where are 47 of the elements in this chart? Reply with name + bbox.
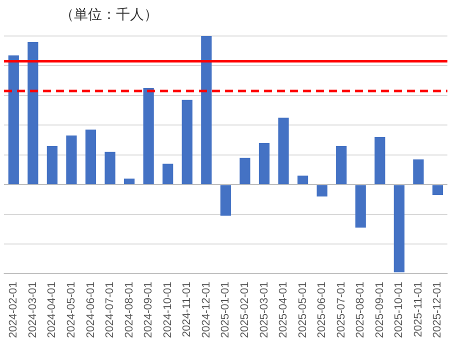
x-tick-label: 2024-04-01 <box>46 282 58 338</box>
x-tick-label: 2025-05-01 <box>296 282 309 338</box>
x-tick-label: 2024-12-01 <box>200 282 212 338</box>
x-tick-label: 2025-02-01 <box>238 282 251 338</box>
x-tick-label: 2025-07-01 <box>335 282 348 338</box>
bar <box>182 100 192 184</box>
x-tick-label: 2024-07-01 <box>104 282 116 338</box>
bar <box>162 164 174 184</box>
bar <box>85 130 96 184</box>
bar <box>143 88 154 184</box>
bar <box>201 36 212 184</box>
x-tick-label: 2025-06-01 <box>316 282 328 338</box>
bar <box>432 185 444 195</box>
bar <box>278 118 289 184</box>
x-tick-label: 2025-03-01 <box>258 282 270 338</box>
bar <box>28 42 38 184</box>
x-tick-label: 2024-02-01 <box>8 282 20 338</box>
bar <box>297 176 308 184</box>
x-tick-label: 2025-11-01 <box>412 282 424 338</box>
bar <box>240 158 250 184</box>
x-tick-label: 2024-10-01 <box>162 282 174 338</box>
x-tick-label: 2025-08-01 <box>354 282 367 338</box>
x-tick-label: 2024-08-01 <box>123 282 136 338</box>
bar <box>46 146 58 184</box>
x-tick-label: 2025-12-01 <box>432 282 444 338</box>
bar <box>336 146 347 184</box>
bar <box>66 136 77 184</box>
bar <box>220 185 231 216</box>
x-tick-label: 2024-05-01 <box>66 282 78 338</box>
x-tick-label: 2024-06-01 <box>84 282 97 338</box>
bar <box>355 185 366 228</box>
bar <box>374 137 386 184</box>
bar <box>258 142 270 184</box>
x-tick-label: 2024-03-01 <box>26 282 39 338</box>
chart-subtitle: （単位：千人） <box>60 6 158 24</box>
x-tick-label: 2024-11-01 <box>181 282 194 338</box>
bar <box>394 185 404 272</box>
x-tick-label: 2025-01-01 <box>220 282 232 338</box>
bar <box>413 159 424 184</box>
x-tick-label: 2025-09-01 <box>374 282 386 338</box>
x-tick-label: 2025-10-01 <box>393 282 406 338</box>
bar <box>8 55 19 184</box>
bar <box>104 152 116 184</box>
x-tick-label: 2025-04-01 <box>278 282 290 338</box>
bar <box>124 178 135 184</box>
x-tick-label: 2024-09-01 <box>142 282 155 338</box>
bar <box>316 185 328 196</box>
